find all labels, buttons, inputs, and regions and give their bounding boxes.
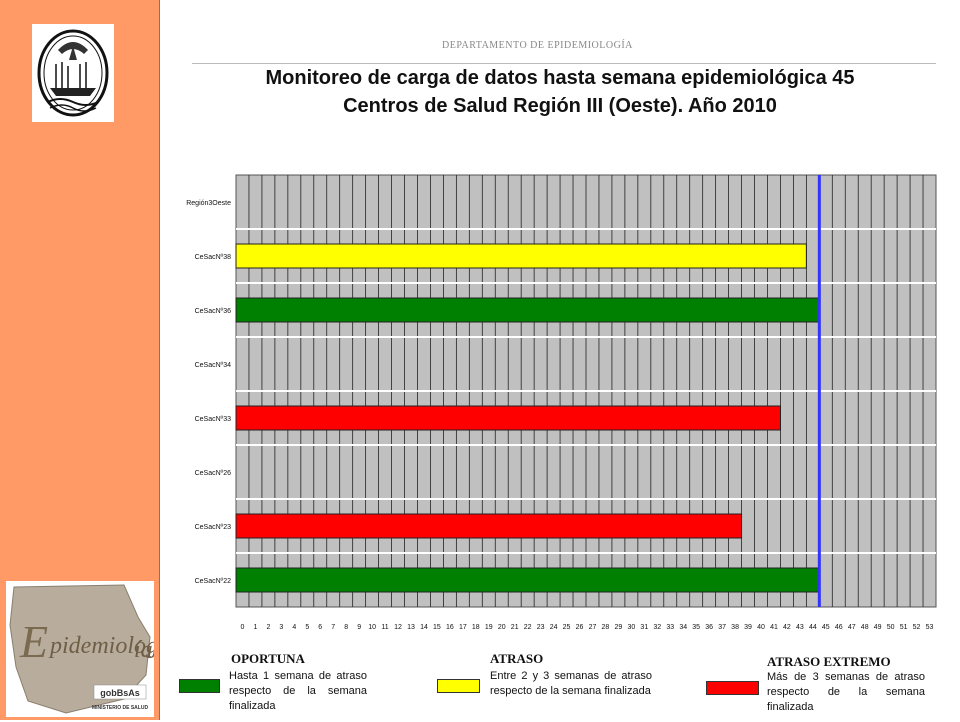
bar <box>235 513 743 539</box>
category-label: CeSacNº36 <box>195 308 232 315</box>
x-tick-label: 2 <box>266 624 270 631</box>
svg-text:MINISTERIO DE SALUD: MINISTERIO DE SALUD <box>92 705 149 711</box>
category-label: CeSacNº33 <box>195 416 232 423</box>
x-tick-label: 1 <box>253 624 257 631</box>
x-tick-label: 27 <box>589 624 597 631</box>
x-tick-label: 16 <box>446 624 454 631</box>
x-tick-label: 11 <box>381 624 388 631</box>
x-tick-label: 42 <box>783 624 791 631</box>
svg-text:ía: ía <box>134 637 153 663</box>
x-tick-label: 46 <box>835 624 843 631</box>
x-tick-label: 19 <box>485 624 493 631</box>
x-tick-label: 39 <box>744 624 752 631</box>
x-tick-label: 51 <box>900 624 908 631</box>
x-tick-label: 38 <box>731 624 739 631</box>
x-tick-label: 23 <box>537 624 545 631</box>
x-tick-label: 8 <box>344 624 348 631</box>
legend-extremo-swatch <box>706 681 759 695</box>
legend-oportuna-text: Hasta 1 semana de atraso respecto de la … <box>229 670 367 712</box>
svg-text:E: E <box>19 616 48 667</box>
x-tick-label: 12 <box>394 624 402 631</box>
x-tick-label: 52 <box>913 624 921 631</box>
x-tick-label: 20 <box>498 624 506 631</box>
legend-atraso-title: ATRASO <box>490 651 544 666</box>
x-tick-label: 17 <box>459 624 467 631</box>
x-tick-label: 4 <box>292 624 296 631</box>
x-tick-label: 29 <box>615 624 623 631</box>
x-tick-label: 28 <box>602 624 610 631</box>
x-tick-label: 3 <box>279 624 283 631</box>
bar <box>235 243 807 269</box>
x-tick-label: 10 <box>368 624 376 631</box>
x-tick-label: 35 <box>692 624 700 631</box>
legend-oportuna-swatch <box>179 679 220 693</box>
category-label: CeSacNº26 <box>195 470 232 477</box>
legend-extremo-text: Más de 3 semanas de atraso respecto de l… <box>767 671 925 713</box>
sidebar-panel: E pidemiolog ía gobBsAs MINISTERIO DE SA… <box>0 0 160 720</box>
x-tick-label: 44 <box>809 624 817 631</box>
bar <box>235 567 820 593</box>
x-tick-label: 53 <box>926 624 934 631</box>
x-tick-label: 34 <box>679 624 687 631</box>
x-tick-label: 45 <box>822 624 830 631</box>
legend-atraso-swatch <box>437 679 480 693</box>
epidemiologia-map-icon: E pidemiolog ía gobBsAs MINISTERIO DE SA… <box>9 584 158 714</box>
x-tick-label: 31 <box>640 624 648 631</box>
title-line-1: Monitoreo de carga de datos hasta semana… <box>265 67 855 89</box>
x-tick-label: 13 <box>407 624 415 631</box>
svg-text:gobBsAs: gobBsAs <box>100 688 140 698</box>
x-tick-label: 25 <box>563 624 571 631</box>
x-tick-label: 40 <box>757 624 765 631</box>
coat-of-arms-logo <box>32 24 114 122</box>
svg-text:pidemiolog: pidemiolog <box>48 633 154 659</box>
bar <box>235 405 781 431</box>
x-tick-label: 22 <box>524 624 532 631</box>
x-tick-label: 7 <box>331 624 335 631</box>
x-tick-label: 30 <box>627 624 635 631</box>
bar <box>235 297 820 323</box>
x-tick-label: 41 <box>770 624 778 631</box>
legend-atraso-text: Entre 2 y 3 semanas de atraso respecto d… <box>490 670 652 697</box>
x-tick-label: 15 <box>433 624 441 631</box>
category-label: CeSacNº34 <box>195 362 232 369</box>
x-tick-label: 37 <box>718 624 726 631</box>
x-tick-label: 49 <box>874 624 882 631</box>
title-line-2: Centros de Salud Región III (Oeste). Año… <box>343 95 777 117</box>
x-tick-label: 0 <box>241 624 245 631</box>
page-title: Monitoreo de carga de datos hasta semana… <box>160 64 960 120</box>
x-tick-label: 33 <box>666 624 674 631</box>
x-tick-label: 32 <box>653 624 661 631</box>
x-tick-label: 50 <box>887 624 895 631</box>
category-label: Región3Oeste <box>186 200 231 207</box>
bar-chart: Región3Oeste CeSacNº38 CeSacNº36 CeSacNº34 C… <box>186 174 937 631</box>
category-label: CeSacNº38 <box>195 254 232 261</box>
x-tick-label: 43 <box>796 624 804 631</box>
x-tick-label: 14 <box>420 624 428 631</box>
epidemiologia-logo: E pidemiolog ía gobBsAs MINISTERIO DE SA… <box>6 581 158 717</box>
x-tick-label: 9 <box>357 624 361 631</box>
department-label: DEPARTAMENTO DE EPIDEMIOLOGÍA <box>442 40 633 51</box>
x-tick-label: 36 <box>705 624 713 631</box>
category-label: CeSacNº23 <box>195 524 232 531</box>
header-divider <box>192 63 936 64</box>
category-label: CeSacNº22 <box>195 578 232 585</box>
legend-extremo-title: ATRASO EXTREMO <box>767 654 891 669</box>
x-tick-label: 26 <box>576 624 584 631</box>
x-tick-label: 48 <box>861 624 869 631</box>
x-tick-label: 24 <box>550 624 558 631</box>
x-tick-label: 6 <box>318 624 322 631</box>
x-tick-label: 47 <box>848 624 856 631</box>
x-tick-label: 5 <box>305 624 309 631</box>
legend-oportuna-title: OPORTUNA <box>231 651 305 666</box>
x-tick-label: 18 <box>472 624 480 631</box>
x-tick-label: 21 <box>511 624 519 631</box>
